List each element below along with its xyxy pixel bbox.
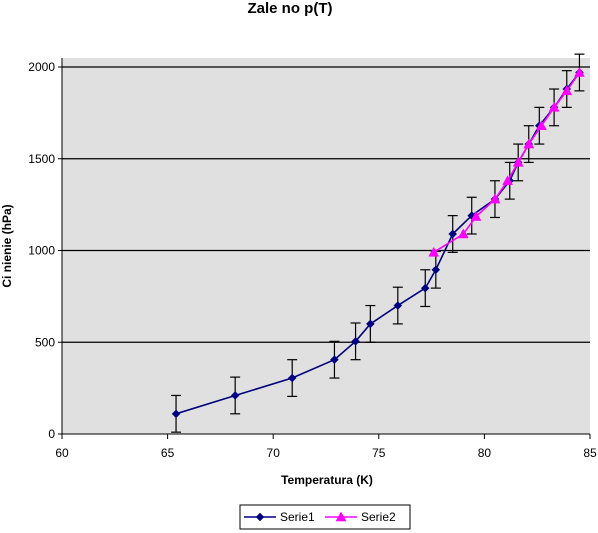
data-point-triangle	[561, 85, 573, 96]
data-point-triangle	[489, 193, 501, 204]
y-tick-label: 1000	[28, 244, 55, 258]
legend-label: Serie1	[280, 510, 315, 524]
data-point-diamond	[171, 409, 181, 419]
y-tick-label: 0	[48, 427, 55, 441]
data-point-triangle	[470, 211, 482, 221]
data-point-triangle	[523, 138, 535, 149]
axes: 0 500 1000 1500 2000 60 65 70 75 80 85	[28, 58, 597, 460]
data-point-triangle	[457, 228, 469, 239]
data-point-triangle	[574, 66, 585, 77]
y-tick-label: 2000	[28, 60, 55, 74]
data-point-triangle	[512, 156, 524, 167]
data-point-diamond	[393, 301, 403, 310]
data-point-diamond	[255, 512, 265, 522]
gridlines	[62, 66, 590, 343]
data-point-diamond	[420, 283, 430, 293]
legend-label: Serie2	[361, 510, 396, 524]
legend: Serie1 Serie2	[239, 504, 411, 530]
x-tick-label: 75	[372, 446, 386, 460]
x-tick-label: 70	[267, 446, 281, 460]
series-serie2	[428, 66, 585, 257]
data-point-diamond	[448, 229, 458, 239]
data-point-triangle	[428, 246, 440, 257]
chart-title: Zale no p(T)	[248, 0, 333, 17]
x-axis-title: Temperatura (K)	[281, 473, 373, 487]
data-point-diamond	[431, 265, 441, 275]
data-point-diamond	[330, 355, 339, 365]
data-point-triangle	[548, 101, 560, 112]
x-tick-label: 80	[478, 446, 492, 460]
y-axis-title: Ci nienie (hPa)	[0, 204, 14, 287]
data-point-diamond	[365, 319, 375, 329]
plot-area	[62, 58, 590, 434]
data-point-diamond	[287, 373, 297, 383]
series-layer	[171, 53, 585, 433]
x-tick-label: 85	[583, 446, 597, 460]
y-tick-label: 1500	[28, 152, 55, 166]
x-tick-label: 65	[161, 446, 175, 460]
data-point-triangle	[535, 120, 547, 130]
x-tick-label: 60	[55, 446, 69, 460]
data-point-triangle	[335, 511, 347, 522]
data-point-diamond	[351, 336, 360, 346]
y-tick-label: 500	[35, 335, 55, 349]
data-point-diamond	[230, 391, 240, 400]
data-point-triangle	[502, 175, 514, 186]
